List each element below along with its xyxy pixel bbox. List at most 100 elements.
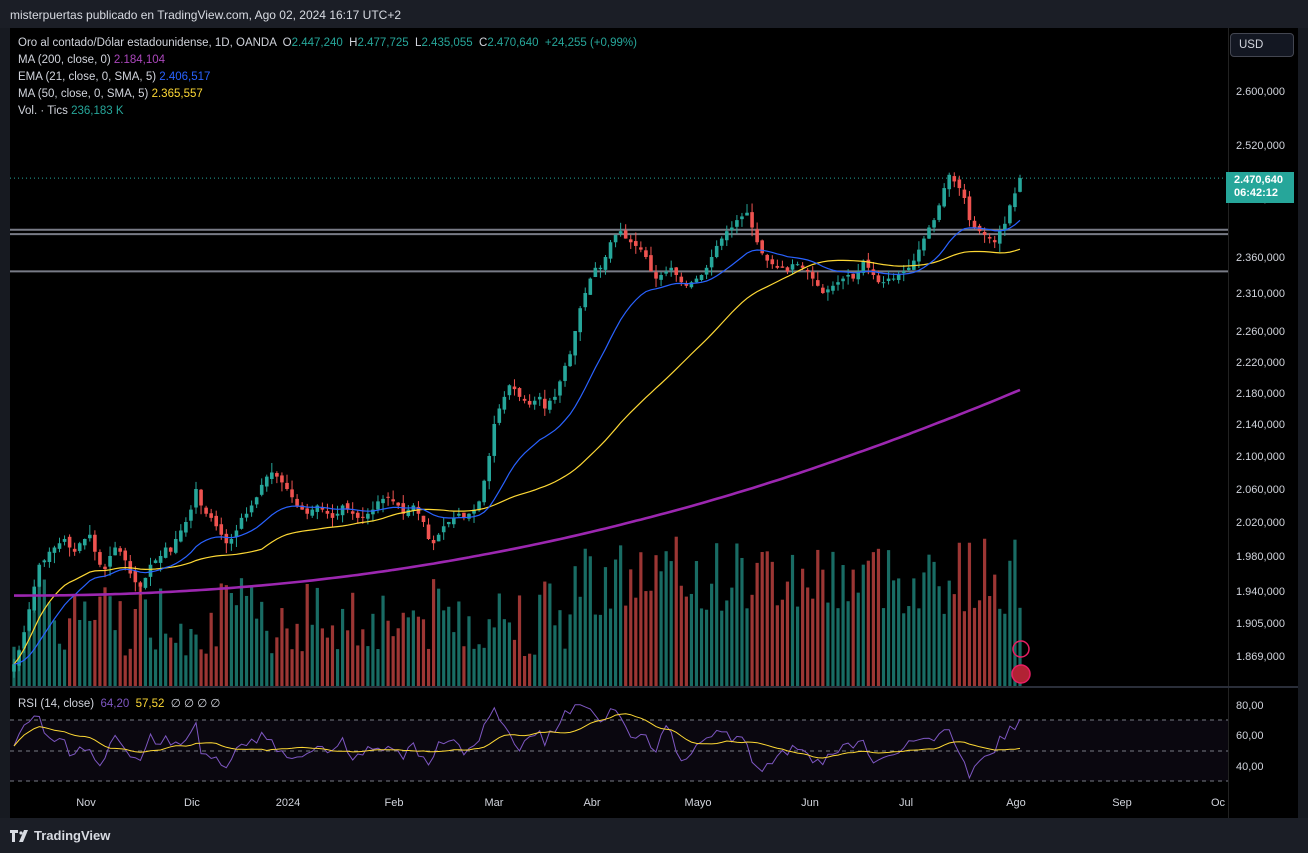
candle-body [699, 275, 704, 280]
volume-bar [866, 560, 870, 686]
volume-bar [897, 578, 901, 686]
volume-bar [548, 583, 552, 686]
volume-bar [204, 653, 208, 686]
volume-bar [27, 616, 31, 686]
rsi-legend[interactable]: RSI (14, close) 64,20 57,52 ∅ ∅ ∅ ∅ [18, 696, 220, 710]
volume-bar [583, 548, 587, 686]
ma200-row[interactable]: MA (200, close, 0) 2.184,104 [18, 54, 166, 66]
volume-row[interactable]: Vol. · Tics 236,183 K [18, 105, 124, 117]
currency-button[interactable]: USD [1230, 33, 1294, 57]
candle-body [881, 282, 886, 284]
candle-body [57, 543, 62, 549]
candle-body [760, 240, 764, 254]
volume-bar [502, 619, 506, 686]
candle-body [300, 505, 304, 510]
volume-bar [568, 614, 572, 686]
candle-body [724, 231, 729, 241]
candle-body [891, 278, 896, 280]
volume-bar [619, 545, 623, 686]
volume-bar [401, 612, 405, 686]
candle-body [654, 272, 658, 279]
volume-bar [159, 588, 163, 686]
candle-body [462, 512, 466, 518]
time-tick-label: Jul [899, 797, 913, 809]
candle-body [12, 664, 16, 672]
volume-bar [725, 600, 729, 686]
volume-bar [179, 623, 183, 686]
candle-body [426, 524, 431, 539]
candle-body [967, 196, 972, 221]
tradingview-logo[interactable]: TradingView [10, 828, 110, 843]
volume-bar [361, 629, 365, 686]
volume-bar [932, 561, 936, 686]
volume-bar [785, 581, 790, 686]
volume-bar [881, 608, 886, 686]
candle-body [366, 513, 370, 519]
candle-body [138, 582, 143, 587]
candle-body [502, 396, 507, 410]
candle-body [876, 275, 881, 283]
candle-body [275, 473, 279, 477]
volume-bar [654, 555, 658, 686]
volume-bar [892, 580, 896, 686]
volume-bar [118, 601, 122, 686]
candle-body [689, 282, 694, 288]
volume-bar [942, 613, 946, 686]
candle-body [340, 505, 345, 516]
volume-bar [937, 586, 941, 686]
volume-bar [846, 601, 850, 686]
candle-body [133, 570, 138, 583]
volume-value: 236,183 K [71, 105, 124, 117]
volume-bar [816, 549, 820, 686]
candle-body [709, 257, 714, 268]
brand-text: TradingView [34, 828, 111, 843]
candle-body [866, 259, 871, 268]
price-tick-label: 2.520,000 [1236, 140, 1285, 152]
symbol-row[interactable]: Oro al contado/Dólar estadounidense, 1D,… [18, 37, 637, 49]
volume-bar [720, 610, 724, 686]
candle-body [578, 308, 582, 333]
volume-bar [421, 619, 426, 686]
candle-body [179, 530, 183, 542]
volume-bar [234, 605, 239, 686]
volume-bar [826, 602, 830, 686]
volume-bar [381, 595, 385, 686]
volume-bar [123, 655, 127, 686]
volume-bar [998, 608, 1002, 686]
price-tick-label: 1.869,000 [1236, 651, 1285, 663]
volume-bar [315, 587, 319, 686]
tradingview-icon [10, 829, 28, 842]
volume-bar [613, 559, 618, 686]
volume-bar [543, 581, 547, 686]
volume-bar [745, 608, 749, 686]
price-tick-label: 2.260,000 [1236, 326, 1285, 338]
pane-divider[interactable] [10, 686, 1298, 688]
candle-body [780, 266, 785, 268]
candle-body [987, 237, 992, 239]
volume-bar [593, 614, 597, 686]
candle-body [446, 522, 451, 525]
candle-body [239, 517, 244, 529]
candle-body [22, 632, 26, 649]
volume-bar [836, 608, 840, 686]
ma50-row[interactable]: MA (50, close, 0, SMA, 5) 2.365,557 [18, 88, 203, 100]
volume-bar [993, 574, 997, 686]
volume-bar [275, 637, 279, 686]
candle-body [148, 564, 153, 577]
volume-bar [704, 609, 709, 686]
volume-bar [927, 554, 931, 686]
volume-bar [174, 642, 178, 686]
volume-bar [876, 548, 881, 686]
candle-body [795, 264, 800, 266]
volume-bar [558, 610, 562, 686]
ema21-row[interactable]: EMA (21, close, 0, SMA, 5) 2.406,517 [18, 71, 211, 83]
volume-bar [62, 649, 67, 686]
volume-bar [325, 637, 330, 686]
volume-bar [148, 637, 153, 686]
candle-body [320, 507, 325, 510]
candle-body [82, 539, 87, 546]
volume-bar [533, 654, 537, 686]
candle-body [406, 509, 411, 516]
candle-body [234, 530, 239, 537]
candle-body [694, 278, 699, 283]
